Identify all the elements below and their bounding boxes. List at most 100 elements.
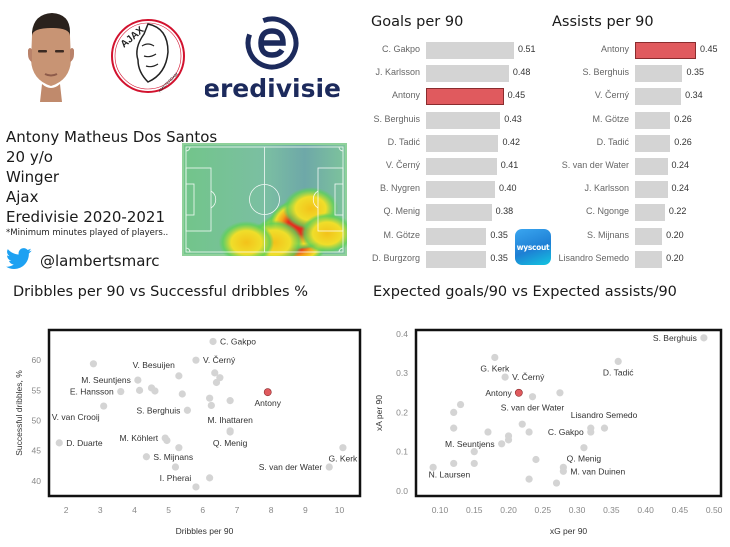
scatter-point: [175, 444, 183, 452]
bar-label: C. Ngonge: [585, 206, 629, 217]
goals-per-90-chart: C. Gakpo 0.51 J. Karlsson 0.48 Antony 0.45 S. …: [365, 42, 545, 272]
scatter-point: [491, 353, 499, 362]
scatter-point: [175, 372, 183, 380]
scatter-point-highlight: [514, 388, 523, 397]
point-label: D. Tadić: [603, 367, 634, 377]
scatter-point: [151, 387, 159, 395]
point-label: S. van der Water: [259, 462, 323, 472]
scatter-point: [700, 334, 708, 342]
bar-value-label: 0.41: [500, 160, 519, 170]
scatter-point: [532, 455, 540, 464]
bar-row: D. Tadić 0.42: [365, 134, 545, 152]
scatter-point: [450, 424, 458, 432]
x-tick-label: 2: [64, 505, 69, 515]
scatter-point: [212, 378, 221, 387]
scatter-point: [192, 483, 200, 491]
point-label: Q. Menig: [567, 454, 602, 464]
scatter-point: [55, 439, 63, 447]
bar-value-label: 0.22: [668, 206, 687, 217]
y-tick-label: 0.4: [396, 329, 408, 339]
scatter-point: [484, 428, 492, 436]
player-competition: Eredivisie 2020-2021: [6, 208, 166, 226]
bar: [635, 88, 682, 106]
point-label: M. Seuntjens: [445, 439, 495, 449]
scatter-point: [587, 428, 595, 436]
scatter-point: [528, 393, 537, 401]
y-axis-label: xA per 90: [374, 395, 384, 431]
bar-label: Lisandro Semedo: [558, 252, 629, 263]
scatter-point: [89, 360, 98, 368]
scatter-point: [163, 436, 171, 445]
scatter-point-highlight: [263, 388, 272, 397]
x-tick-label: 0.45: [672, 505, 689, 515]
x-tick-label: 10: [335, 505, 345, 515]
twitter-handle: @lambertsmarc: [40, 252, 160, 270]
bar: [635, 158, 668, 175]
scatter-point: [456, 400, 465, 409]
y-tick-label: 0.0: [396, 486, 408, 496]
bar-row: S. van der Water 0.24: [540, 158, 730, 175]
bar-label: S. Berghuis: [582, 67, 629, 78]
scatter-point: [518, 420, 526, 428]
point-label: E. Hansson: [70, 387, 114, 397]
bar-label: S. Mijnans: [586, 229, 629, 240]
bar: [635, 227, 663, 245]
goals-chart-title: Goals per 90: [371, 14, 464, 30]
scatter-point: [206, 394, 214, 402]
point-label: Antony: [254, 398, 281, 408]
bar-label: M. Götze: [592, 113, 629, 124]
bar-value-label: 0.42: [502, 136, 520, 147]
y-tick-label: 0.2: [396, 407, 408, 417]
scatter-point: [498, 440, 506, 448]
player-club: Ajax: [6, 188, 39, 206]
x-tick-label: 0.25: [535, 505, 552, 515]
scatter-point: [450, 408, 458, 417]
bar-value-label: 0.20: [666, 229, 684, 240]
scatter-point: [117, 387, 125, 396]
bar: [426, 250, 487, 268]
scatter-point: [192, 356, 200, 364]
bar-value-label: 0.26: [674, 136, 692, 147]
point-label: Lisandro Semedo: [571, 410, 638, 420]
x-tick-label: 0.10: [432, 505, 449, 515]
scatter-point: [552, 479, 561, 487]
bar-row: S. Berghuis 0.35: [540, 65, 730, 83]
point-label: S. Berghuis: [653, 333, 697, 343]
bar-row: M. Götze 0.35: [365, 227, 545, 245]
bar-value-label: 0.40: [499, 183, 517, 194]
scatter-point: [206, 474, 214, 482]
bar: [635, 65, 683, 83]
bar-label: J. Karlsson: [584, 183, 629, 194]
wyscout-logo: wyscout: [515, 229, 551, 265]
player-age: 20 y/o: [6, 148, 53, 166]
scatter-point: [226, 428, 234, 436]
x-tick-label: 5: [166, 505, 171, 515]
player-photo: [20, 10, 80, 102]
scatter-point: [559, 467, 567, 475]
scatter-point: [100, 402, 108, 410]
y-axis-label: Successful dribbles, %: [14, 370, 24, 456]
bar-label: V. Černý: [385, 160, 420, 170]
scatter-point: [470, 448, 478, 456]
point-label: Q. Menig: [213, 438, 248, 448]
point-label: V. Černý: [203, 355, 236, 365]
x-tick-label: 7: [235, 505, 240, 515]
bar-row: D. Burgzorg 0.35: [365, 250, 545, 268]
bar-label: Antony: [391, 90, 420, 101]
x-tick-label: 0.20: [500, 505, 517, 515]
point-label: S. van der Water: [501, 403, 565, 413]
bar-label: D. Tadić: [387, 136, 420, 147]
x-tick-label: 9: [303, 505, 308, 515]
bar-row: M. Götze 0.26: [540, 111, 730, 129]
scatter-point: [525, 475, 533, 483]
bar-highlight: [426, 88, 504, 106]
point-label: I. Pherai: [160, 473, 192, 483]
bar-value-label: 0.20: [666, 252, 684, 263]
bar: [426, 158, 497, 175]
bar-value-label: 0.45: [700, 44, 718, 54]
bar-row: S. Mijnans 0.20: [540, 227, 730, 245]
point-label: V. van Crooij: [52, 412, 100, 422]
point-label: V. Besuijen: [133, 360, 175, 370]
bar-value-label: 0.38: [495, 206, 514, 217]
ajax-logo: AJAX AMSTERDAM: [108, 12, 188, 97]
